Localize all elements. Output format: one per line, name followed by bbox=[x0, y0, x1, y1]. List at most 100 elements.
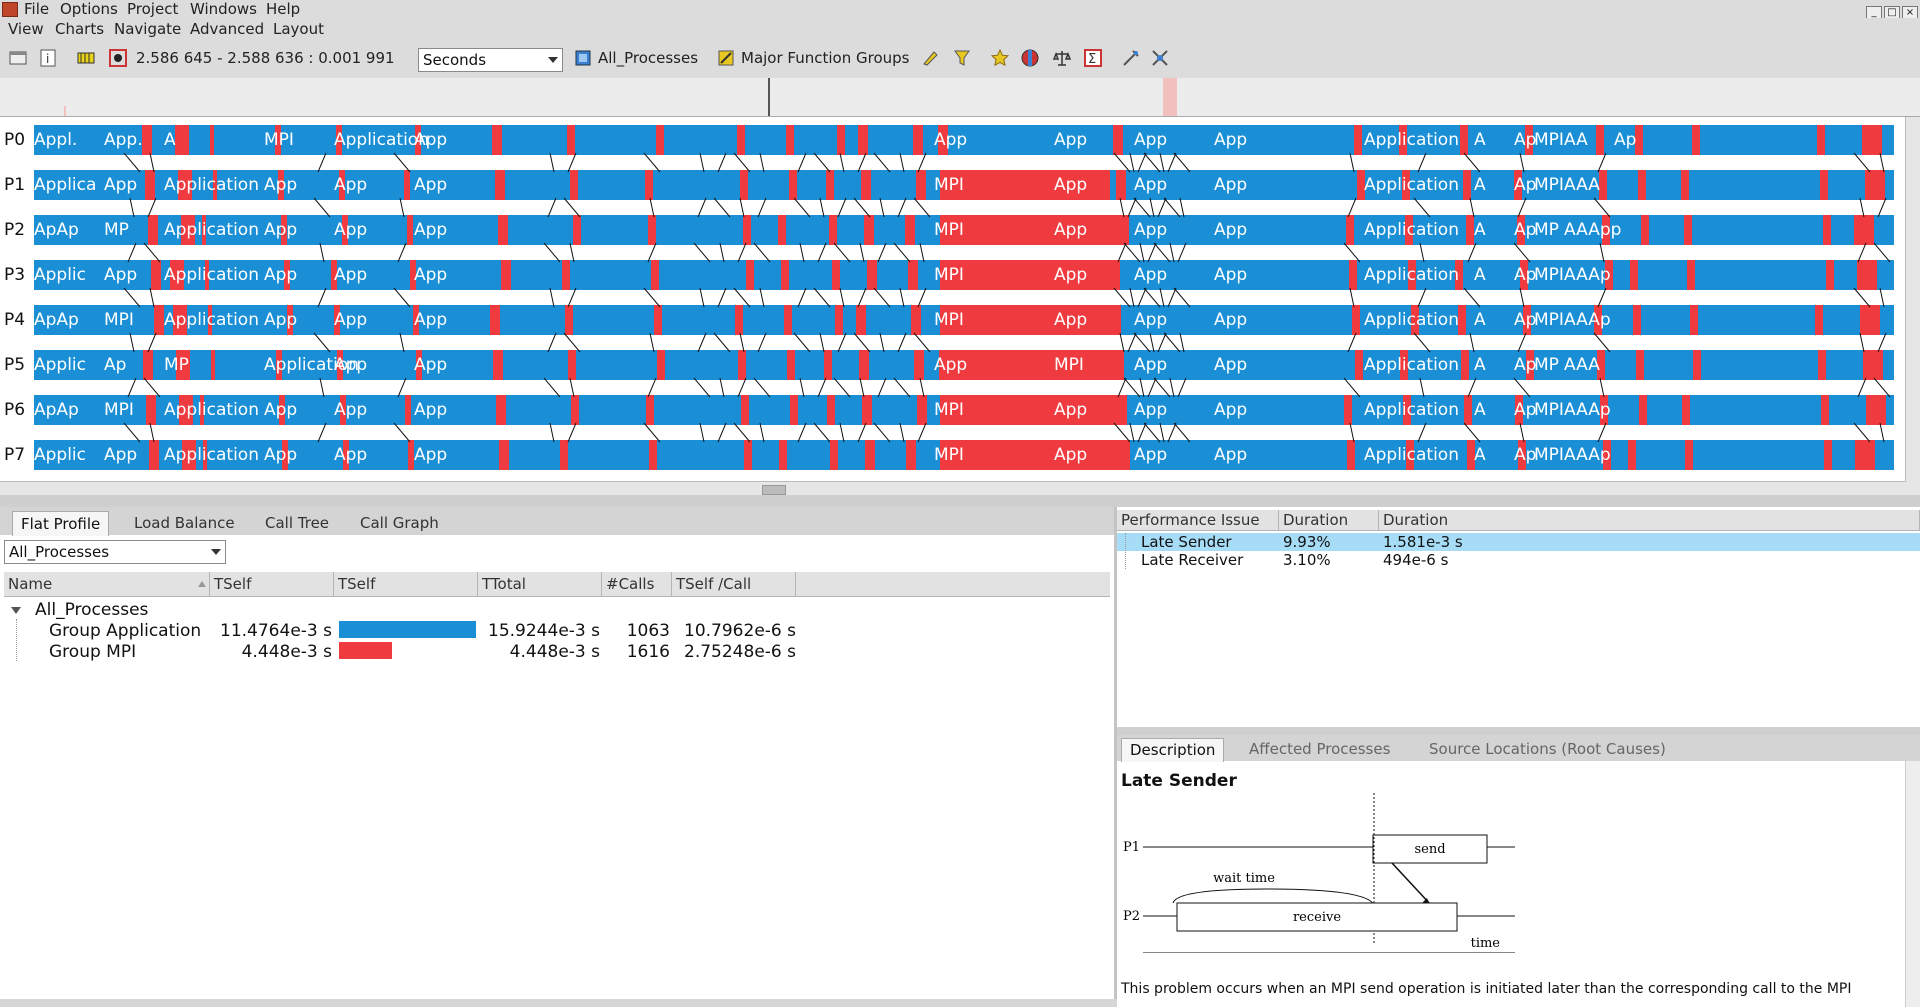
mpi-segment[interactable] bbox=[859, 350, 869, 380]
message-line[interactable] bbox=[917, 422, 927, 443]
sum-icon[interactable]: Σ bbox=[1083, 48, 1103, 68]
mpi-segment[interactable] bbox=[779, 440, 787, 470]
message-line[interactable] bbox=[1159, 152, 1165, 173]
mpi-segment[interactable] bbox=[1467, 440, 1475, 470]
message-line[interactable] bbox=[399, 332, 405, 353]
mpi-segment[interactable] bbox=[490, 305, 500, 335]
tab-call-graph[interactable]: Call Graph bbox=[360, 514, 439, 532]
process-timeline-row[interactable]: Applic Ap MP Application App App App MPI App App A… bbox=[34, 350, 1894, 380]
mpi-segment[interactable] bbox=[405, 395, 411, 425]
menu-advanced[interactable]: Advanced bbox=[190, 20, 265, 38]
message-line[interactable] bbox=[1419, 377, 1425, 398]
mpi-segment[interactable] bbox=[181, 215, 195, 245]
message-line[interactable] bbox=[1877, 332, 1887, 353]
mpi-segment[interactable] bbox=[789, 170, 797, 200]
message-line[interactable] bbox=[739, 332, 745, 353]
mpi-segment[interactable] bbox=[1117, 395, 1127, 425]
message-line[interactable] bbox=[1597, 287, 1607, 308]
mpi-segment[interactable] bbox=[1865, 170, 1885, 200]
mpi-segment[interactable] bbox=[646, 395, 654, 425]
message-line[interactable] bbox=[1127, 197, 1137, 218]
message-line[interactable] bbox=[397, 377, 407, 398]
message-line[interactable] bbox=[1467, 377, 1477, 398]
mpi-segment[interactable] bbox=[657, 350, 665, 380]
message-line[interactable] bbox=[893, 242, 911, 263]
mpi-segment[interactable] bbox=[1687, 260, 1695, 290]
mpi-segment[interactable] bbox=[567, 125, 575, 155]
zoom-range-icon[interactable] bbox=[108, 48, 128, 68]
mpi-segment[interactable] bbox=[413, 305, 419, 335]
process-timeline-row[interactable]: Applic App Application App App App MPI App App Ap… bbox=[34, 440, 1894, 470]
process-timeline-row[interactable]: ApAp MPI Application App App App MPI App App App A… bbox=[34, 395, 1894, 425]
message-line[interactable] bbox=[879, 332, 885, 353]
mpi-segment[interactable] bbox=[1638, 170, 1646, 200]
message-line[interactable] bbox=[149, 287, 155, 308]
message-line[interactable] bbox=[919, 377, 925, 398]
mpi-segment[interactable] bbox=[562, 260, 570, 290]
mpi-segment[interactable] bbox=[560, 440, 568, 470]
process-timeline-row[interactable]: Appl. App. A MPI Application App App App App App A… bbox=[34, 125, 1894, 155]
tree-root-label[interactable]: All_Processes bbox=[35, 600, 149, 620]
message-line[interactable] bbox=[759, 152, 765, 173]
message-line[interactable] bbox=[1343, 242, 1361, 263]
message-line[interactable] bbox=[1877, 197, 1887, 218]
unit-select[interactable]: Seconds bbox=[418, 48, 563, 72]
message-line[interactable] bbox=[717, 287, 727, 308]
message-line[interactable] bbox=[547, 197, 557, 218]
mpi-segment[interactable] bbox=[743, 215, 751, 245]
mpi-segment[interactable] bbox=[740, 170, 748, 200]
mpi-segment[interactable] bbox=[407, 215, 413, 245]
message-line[interactable] bbox=[897, 332, 907, 353]
mpi-segment[interactable] bbox=[829, 215, 837, 245]
column-issue[interactable]: Performance Issue bbox=[1117, 510, 1279, 530]
column-ttotal[interactable]: TTotal bbox=[478, 572, 602, 596]
mpi-segment[interactable] bbox=[154, 305, 164, 335]
message-line[interactable] bbox=[1133, 197, 1151, 218]
message-line[interactable] bbox=[1879, 152, 1885, 173]
message-line[interactable] bbox=[1469, 197, 1475, 218]
mpi-segment[interactable] bbox=[331, 260, 337, 290]
message-line[interactable] bbox=[1113, 422, 1131, 443]
mpi-segment[interactable] bbox=[916, 170, 926, 200]
timeline-chart[interactable]: P0 Appl. App. A MPI Application App App App App Ap… bbox=[0, 117, 1920, 495]
mpi-segment[interactable] bbox=[565, 305, 573, 335]
message-line[interactable] bbox=[717, 152, 727, 173]
message-line[interactable] bbox=[149, 152, 155, 173]
message-line[interactable] bbox=[397, 242, 407, 263]
mpi-segment[interactable] bbox=[210, 125, 214, 155]
mpi-segment[interactable] bbox=[864, 215, 874, 245]
message-line[interactable] bbox=[1159, 422, 1165, 443]
mpi-segment[interactable] bbox=[340, 395, 346, 425]
message-line[interactable] bbox=[1853, 152, 1871, 173]
message-line[interactable] bbox=[1517, 197, 1527, 218]
message-line[interactable] bbox=[1177, 242, 1187, 263]
mpi-segment[interactable] bbox=[213, 170, 217, 200]
mpi-segment[interactable] bbox=[571, 395, 579, 425]
mpi-segment[interactable] bbox=[1466, 215, 1474, 245]
mpi-segment[interactable] bbox=[914, 350, 924, 380]
message-line[interactable] bbox=[123, 422, 141, 443]
mpi-segment[interactable] bbox=[645, 170, 653, 200]
message-line[interactable] bbox=[697, 332, 707, 353]
process-label-p2[interactable]: P2 bbox=[4, 220, 26, 240]
mpi-segment[interactable] bbox=[176, 350, 190, 380]
mpi-segment[interactable] bbox=[287, 305, 293, 335]
message-line[interactable] bbox=[647, 242, 657, 263]
mpi-segment[interactable] bbox=[786, 125, 794, 155]
message-line[interactable] bbox=[857, 422, 867, 443]
column-duration-pct[interactable]: Duration (%) bbox=[1279, 510, 1379, 549]
mpi-wait-block[interactable] bbox=[940, 260, 1120, 290]
mpi-segment[interactable] bbox=[858, 125, 868, 155]
timeline-icon[interactable] bbox=[76, 48, 96, 68]
mpi-segment[interactable] bbox=[143, 350, 153, 380]
message-line[interactable] bbox=[1517, 332, 1527, 353]
message-line[interactable] bbox=[1153, 242, 1171, 263]
mpi-segment[interactable] bbox=[278, 170, 284, 200]
restore-icon[interactable]: □ bbox=[1884, 6, 1900, 21]
mpi-segment[interactable] bbox=[1820, 170, 1828, 200]
mpi-segment[interactable] bbox=[911, 305, 921, 335]
mpi-segment[interactable] bbox=[205, 260, 209, 290]
message-line[interactable] bbox=[913, 197, 931, 218]
message-line[interactable] bbox=[699, 422, 705, 443]
message-line[interactable] bbox=[127, 377, 137, 398]
